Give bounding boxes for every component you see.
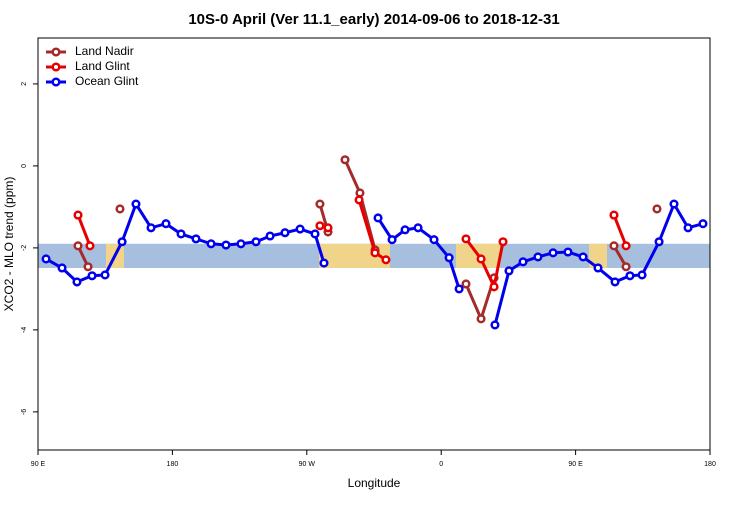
y-tick-label: -4	[21, 327, 28, 333]
point	[236, 239, 246, 249]
point	[310, 229, 320, 239]
point	[610, 277, 620, 287]
point	[413, 223, 423, 233]
point	[578, 252, 588, 262]
point	[609, 210, 619, 220]
y-axis-label: XCO2 - MLO trend (ppm)	[2, 177, 16, 312]
point	[400, 225, 410, 235]
x-tick-label: 90 W	[299, 461, 316, 468]
point	[191, 234, 201, 244]
point	[176, 229, 186, 239]
point	[683, 223, 693, 233]
point	[340, 155, 350, 165]
point	[490, 320, 500, 330]
point	[454, 284, 464, 294]
point	[533, 252, 543, 262]
point	[73, 241, 83, 251]
point	[476, 314, 486, 324]
point	[370, 248, 380, 258]
x-tick-label: 90 E	[568, 461, 583, 468]
point	[117, 237, 127, 247]
point	[609, 241, 619, 251]
point	[315, 221, 325, 231]
legend-label: Land Nadir	[75, 44, 134, 58]
point	[315, 199, 325, 209]
point	[637, 270, 647, 280]
point	[625, 271, 635, 281]
point	[504, 266, 514, 276]
point	[654, 237, 664, 247]
point	[295, 224, 305, 234]
point	[489, 282, 499, 292]
point	[206, 239, 216, 249]
y-tick-label: -2	[21, 245, 28, 251]
chart-title: 10S-0 April (Ver 11.1_early) 2014-09-06 …	[188, 11, 559, 28]
point	[461, 234, 471, 244]
legend-marker	[51, 77, 61, 87]
plot-frame	[37, 37, 711, 451]
series-line	[612, 214, 628, 247]
point	[518, 257, 528, 267]
point	[161, 219, 171, 229]
point	[319, 258, 329, 268]
point	[387, 235, 397, 245]
series-line	[464, 237, 505, 292]
x-tick-label: 180	[167, 461, 179, 468]
point	[461, 279, 471, 289]
point	[323, 223, 333, 233]
land-patch	[589, 243, 607, 268]
point	[669, 199, 679, 209]
y-tick-label: -6	[21, 409, 28, 415]
point	[265, 231, 275, 241]
point	[498, 237, 508, 247]
point	[146, 223, 156, 233]
x-tick-label: 0	[439, 461, 443, 468]
point	[83, 262, 93, 272]
legend-marker	[51, 62, 61, 72]
point	[621, 241, 631, 251]
legend-label: Ocean Glint	[75, 74, 139, 88]
point	[57, 263, 67, 273]
point	[72, 277, 82, 287]
point	[444, 253, 454, 263]
point	[85, 241, 95, 251]
legend-label: Land Glint	[75, 59, 130, 73]
point	[429, 235, 439, 245]
point	[593, 263, 603, 273]
point	[381, 255, 391, 265]
x-axis-label: Longitude	[348, 476, 401, 490]
point	[652, 204, 662, 214]
point	[87, 271, 97, 281]
point	[621, 262, 631, 272]
point	[698, 219, 708, 229]
point	[100, 270, 110, 280]
legend-marker	[51, 47, 61, 57]
point	[280, 228, 290, 238]
point	[355, 188, 365, 198]
y-tick-label: 2	[21, 82, 28, 86]
point	[354, 195, 364, 205]
point	[476, 254, 486, 264]
point	[115, 204, 125, 214]
point	[373, 213, 383, 223]
y-tick-label: 0	[21, 164, 28, 168]
point	[563, 247, 573, 257]
point	[251, 237, 261, 247]
series-line	[76, 214, 92, 247]
point	[548, 248, 558, 258]
x-tick-label: 90 E	[31, 461, 46, 468]
point	[73, 210, 83, 220]
x-tick-label: 180	[704, 461, 716, 468]
point	[131, 199, 141, 209]
point	[41, 254, 51, 264]
point	[221, 240, 231, 250]
